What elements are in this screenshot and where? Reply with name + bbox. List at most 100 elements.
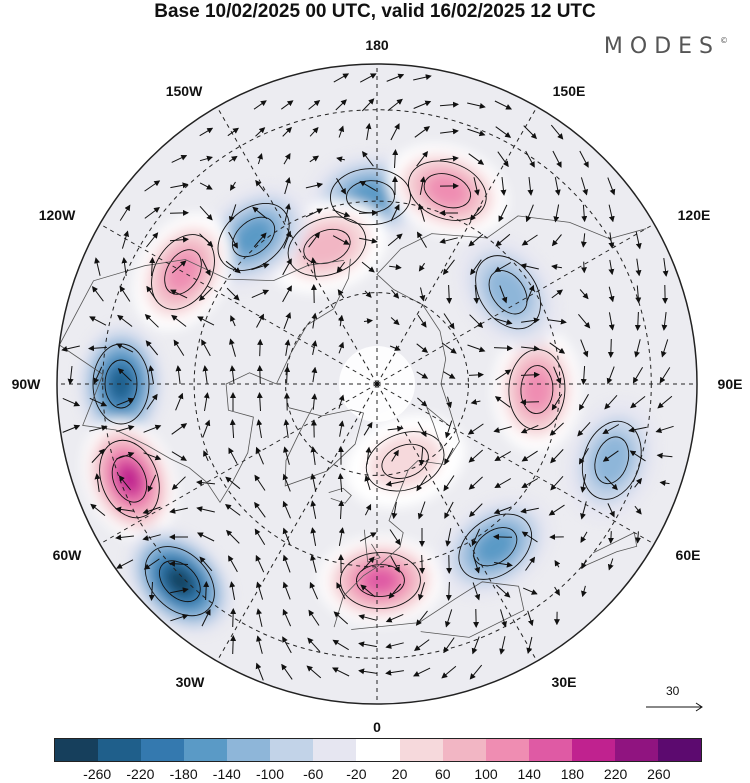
wind-arrow <box>225 529 240 544</box>
wind-arrow <box>580 233 587 248</box>
wind-arrow <box>549 342 566 354</box>
colorbar-swatch <box>55 739 99 761</box>
contour-high-bering <box>408 160 487 221</box>
wind-arrow <box>440 128 459 135</box>
wind-arrow <box>332 639 349 651</box>
wind-arrow <box>255 554 265 573</box>
wind-arrow <box>118 475 131 491</box>
wind-arrow <box>468 503 483 518</box>
wind-arrow <box>500 177 507 196</box>
wind-arrow <box>660 339 669 358</box>
wind-arrow <box>607 338 614 358</box>
wind-arrow <box>441 665 457 679</box>
wind-arrow <box>440 155 459 162</box>
wind-arrow <box>471 636 480 655</box>
wind-arrow <box>548 318 567 325</box>
colorbar-swatch <box>399 739 443 761</box>
wind-arrow <box>442 259 455 275</box>
wind-arrow <box>414 126 431 138</box>
anomaly-field <box>77 144 658 635</box>
wind-arrow <box>387 233 403 247</box>
wind-arrow <box>551 264 562 270</box>
wind-arrow <box>580 365 587 385</box>
wind-arrow <box>201 258 211 276</box>
colorbar-swatch <box>614 739 658 761</box>
wind-arrow <box>497 151 509 168</box>
wind-arrow <box>333 73 350 83</box>
wind-arrow <box>255 446 264 465</box>
wind-arrow <box>117 368 132 382</box>
colorbar-tick-label: -260 <box>83 766 112 782</box>
wind-arrow <box>169 507 188 514</box>
wind-arrow <box>494 100 512 110</box>
wind-arrow <box>175 365 182 384</box>
wind-arrow <box>171 154 188 163</box>
wind-arrow <box>306 665 322 679</box>
wind-arrow <box>445 581 452 601</box>
coastline-8 <box>580 532 638 568</box>
wind-arrow <box>257 153 263 165</box>
wind-arrow <box>228 155 238 163</box>
wind-arrow <box>201 339 211 357</box>
wind-arrow <box>62 424 81 433</box>
wind-arrow <box>283 446 290 465</box>
wind-arrow <box>554 177 561 196</box>
wind-arrow <box>202 365 209 384</box>
wind-arrow <box>493 426 512 433</box>
contour-low-north-pacific <box>330 168 411 226</box>
wind-arrow <box>89 316 107 326</box>
colorbar-tick-label: -220 <box>126 766 155 782</box>
wind-arrow <box>310 527 317 546</box>
wind-arrow <box>579 447 589 465</box>
lon-label-30w: 30W <box>175 674 205 690</box>
wind-arrow <box>115 534 134 541</box>
lon-label-60w: 60W <box>52 547 82 563</box>
wind-arrow <box>472 582 481 601</box>
colorbar-swatch <box>141 739 185 761</box>
wind-arrow <box>521 234 538 246</box>
wind-arrow <box>144 314 159 328</box>
wind-arrow <box>494 318 513 325</box>
wind-arrow <box>359 237 378 244</box>
wind-arrow <box>494 451 512 461</box>
meridian-120 <box>376 223 655 385</box>
wind-arrow <box>361 98 375 112</box>
wind-arrow <box>337 473 344 493</box>
meridian-300 <box>99 383 378 545</box>
north-pole-marker <box>375 382 379 386</box>
wind-arrow <box>362 151 374 167</box>
reference-vector: 30 <box>644 684 704 724</box>
wind-arrow <box>310 473 317 492</box>
wind-arrow <box>417 421 427 438</box>
wind-arrow <box>579 150 589 168</box>
colorbar-tick-label: 60 <box>435 766 451 782</box>
wind-arrow <box>201 609 211 627</box>
wind-arrow <box>628 426 647 433</box>
wind-arrow <box>554 586 560 596</box>
wind-arrow <box>173 339 185 356</box>
wind-arrow <box>94 473 101 492</box>
wind-arrow <box>520 424 539 434</box>
wind-arrow <box>284 177 291 195</box>
wind-arrow <box>359 180 377 192</box>
wind-arrow <box>389 264 402 271</box>
wind-arrow <box>338 394 345 409</box>
wind-arrow <box>521 478 539 488</box>
wind-arrow <box>499 636 506 655</box>
wind-arrow <box>553 366 562 385</box>
wind-arrow <box>579 393 589 411</box>
wind-arrow <box>227 127 240 137</box>
wind-arrow <box>659 480 670 487</box>
wind-arrow <box>171 476 186 490</box>
wind-vectors <box>61 73 674 681</box>
wind-arrow <box>121 257 128 276</box>
wind-arrow <box>602 424 620 434</box>
wind-arrow <box>444 609 453 628</box>
wind-arrow <box>365 446 372 465</box>
wind-arrow <box>282 500 291 519</box>
wind-arrow <box>363 421 373 436</box>
wind-arrow <box>580 177 589 196</box>
wind-arrow <box>443 475 455 492</box>
wind-arrow <box>550 449 564 464</box>
wind-arrow <box>520 399 540 406</box>
